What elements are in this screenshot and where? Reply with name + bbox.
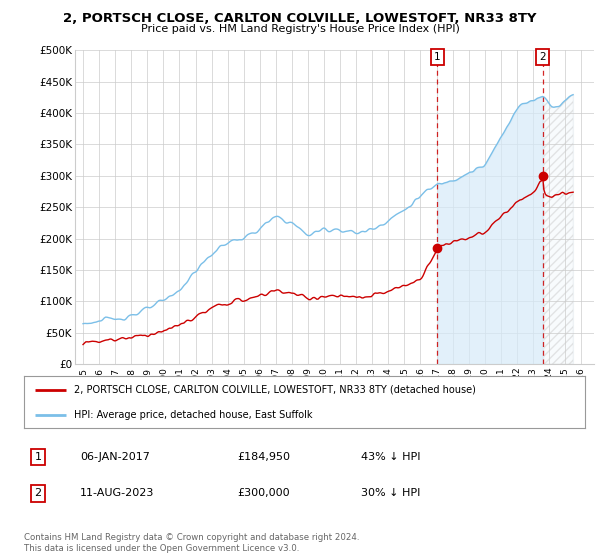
Text: 2: 2 [539, 52, 546, 62]
Text: 06-JAN-2017: 06-JAN-2017 [80, 452, 150, 462]
Text: Contains HM Land Registry data © Crown copyright and database right 2024.
This d: Contains HM Land Registry data © Crown c… [24, 533, 359, 553]
Text: 1: 1 [35, 452, 41, 462]
Text: 2, PORTSCH CLOSE, CARLTON COLVILLE, LOWESTOFT, NR33 8TY: 2, PORTSCH CLOSE, CARLTON COLVILLE, LOWE… [63, 12, 537, 25]
Text: 11-AUG-2023: 11-AUG-2023 [80, 488, 154, 498]
Text: 2, PORTSCH CLOSE, CARLTON COLVILLE, LOWESTOFT, NR33 8TY (detached house): 2, PORTSCH CLOSE, CARLTON COLVILLE, LOWE… [74, 385, 476, 395]
Text: £300,000: £300,000 [237, 488, 290, 498]
Text: HPI: Average price, detached house, East Suffolk: HPI: Average price, detached house, East… [74, 410, 313, 420]
Text: 30% ↓ HPI: 30% ↓ HPI [361, 488, 420, 498]
Text: 2: 2 [34, 488, 41, 498]
Text: £184,950: £184,950 [237, 452, 290, 462]
Text: 1: 1 [434, 52, 440, 62]
Text: 43% ↓ HPI: 43% ↓ HPI [361, 452, 420, 462]
Text: Price paid vs. HM Land Registry's House Price Index (HPI): Price paid vs. HM Land Registry's House … [140, 24, 460, 34]
